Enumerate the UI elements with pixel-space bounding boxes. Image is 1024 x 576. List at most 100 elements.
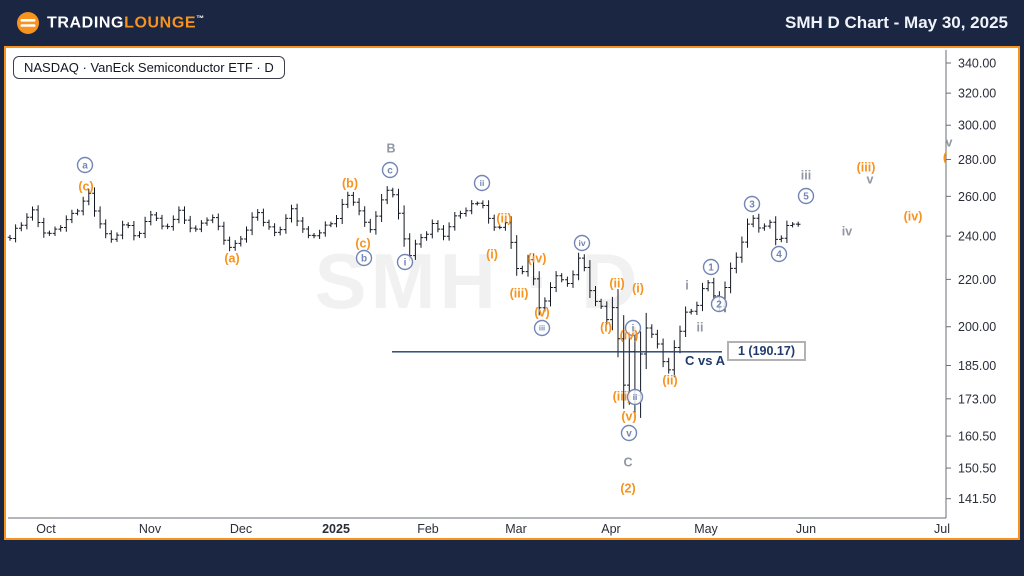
wave-label-orange: (i): [600, 320, 612, 334]
wave-label-circled-4: 4: [770, 245, 788, 263]
wave-label-circled-5: 5: [797, 187, 815, 205]
price-chart-surface[interactable]: SMH · D 340.00320.00300.00280.00260.0024…: [6, 48, 1018, 538]
y-tick-label: 300.00: [958, 119, 996, 133]
svg-text:a: a: [82, 161, 88, 172]
svg-text:v: v: [626, 429, 632, 440]
wave-label-orange: (i): [632, 281, 644, 295]
chart-panel: NASDAQ · VanEck Semiconductor ETF · D SM…: [4, 46, 1020, 540]
y-tick-label: 320.00: [958, 87, 996, 101]
y-tick-label: 150.50: [958, 462, 996, 476]
wave-label-circled-ii: ii: [626, 388, 644, 406]
symbol-box[interactable]: NASDAQ · VanEck Semiconductor ETF · D: [13, 56, 285, 79]
wave-label-circled-3: 3: [743, 195, 761, 213]
wave-label-orange: (v): [534, 305, 549, 319]
wave-label-orange: (i): [486, 247, 498, 261]
x-tick-label: May: [694, 522, 718, 536]
c-vs-a-label: C vs A: [685, 353, 726, 368]
svg-text:c: c: [387, 166, 393, 177]
wave-label-gray: v: [867, 172, 874, 186]
wave-label-gray: ii: [697, 320, 704, 334]
wave-label-orange: (ii): [609, 276, 624, 290]
wave-label-gray: v: [946, 135, 953, 149]
ohlc-bars: [7, 186, 801, 420]
wave-label-gray: i: [685, 278, 688, 292]
wave-annotations: a(c)(a)(b)(c)bBciii(ii)(i)(iii)(iv)(v)ii…: [76, 135, 953, 495]
wave-label-circled-b: b: [355, 249, 373, 267]
wave-label-orange: (iii): [510, 286, 529, 300]
brand-name: TRADINGLOUNGE™: [47, 14, 205, 32]
svg-text:b: b: [361, 254, 367, 265]
y-axis[interactable]: 340.00 320.00 300.00 280.00 260.00 240.00 220.…: [946, 57, 996, 507]
wave-label-gray: iii: [801, 168, 811, 182]
y-tick-label: 280.00: [958, 153, 996, 167]
svg-text:1: 1: [708, 263, 714, 274]
svg-text:i: i: [632, 324, 635, 335]
svg-text:iv: iv: [578, 238, 585, 248]
wave-label-orange: (iv): [904, 209, 923, 223]
wave-label-circled-iii: iii: [533, 319, 551, 337]
wave-label-gray: iv: [842, 224, 852, 238]
wave-label-orange: (ii): [662, 373, 677, 387]
header-bar: TRADINGLOUNGE™ SMH D Chart - May 30, 202…: [0, 0, 1024, 46]
svg-text:i: i: [404, 258, 407, 269]
y-tick-label: 200.00: [958, 320, 996, 334]
x-axis[interactable]: Oct Nov Dec 2025 Feb Mar Apr May Jun Jul: [36, 522, 950, 536]
price-level-text: 1 (190.17): [738, 344, 795, 358]
y-tick-label: 240.00: [958, 230, 996, 244]
wave-label-circled-i: i: [624, 319, 642, 337]
wave-label-circled-i: i: [396, 253, 414, 271]
y-tick-label: 220.00: [958, 273, 996, 287]
wave-label-orange: (: [943, 150, 948, 164]
wave-label-orange: (iii): [613, 389, 632, 403]
y-tick-label: 160.50: [958, 430, 996, 444]
y-tick-label: 340.00: [958, 57, 996, 71]
svg-text:5: 5: [803, 192, 809, 203]
wave-label-orange: (iii): [857, 160, 876, 174]
wave-label-orange: (v): [621, 409, 636, 423]
x-tick-label: Jun: [796, 522, 816, 536]
wave-label-orange: (ii): [496, 211, 511, 225]
svg-text:ii: ii: [480, 178, 485, 188]
footer-strip: [0, 540, 1024, 576]
x-tick-label: Mar: [505, 522, 527, 536]
wave-label-gray: B: [386, 141, 395, 155]
wave-label-orange: (c): [78, 179, 93, 193]
wave-label-circled-a: a: [76, 156, 94, 174]
svg-text:iii: iii: [539, 324, 545, 333]
wave-label-circled-1: 1: [702, 258, 720, 276]
wave-label-orange: (c): [355, 236, 370, 250]
wave-label-gray: C: [623, 455, 632, 469]
svg-text:2: 2: [716, 300, 722, 311]
wave-label-orange: (b): [342, 176, 358, 190]
svg-text:4: 4: [776, 250, 782, 261]
wave-label-circled-ii: ii: [473, 174, 491, 192]
wave-label-orange: (iv): [528, 251, 547, 265]
page-title: SMH D Chart - May 30, 2025: [785, 13, 1008, 32]
wave-label-circled-2: 2: [710, 295, 728, 313]
brand-name-trading: TRADING: [47, 14, 125, 32]
x-tick-label: Jul: [934, 522, 950, 536]
brand-name-lounge: LOUNGE: [124, 14, 197, 32]
wave-label-orange: (a): [224, 251, 239, 265]
y-tick-label: 173.00: [958, 392, 996, 406]
x-tick-label: Apr: [601, 522, 620, 536]
price-level-box[interactable]: 1 (190.17): [727, 341, 806, 361]
wave-label-orange: (2): [620, 481, 635, 495]
svg-text:ii: ii: [633, 392, 638, 402]
y-tick-label: 185.00: [958, 359, 996, 373]
y-tick-label: 260.00: [958, 190, 996, 204]
wave-label-circled-c: c: [381, 161, 399, 179]
wave-label-circled-iv: iv: [573, 234, 591, 252]
trademark-symbol: ™: [196, 13, 205, 23]
symbol-label: NASDAQ · VanEck Semiconductor ETF · D: [24, 60, 274, 75]
wave-label-orange: (iv): [620, 328, 639, 342]
x-tick-label: Feb: [417, 522, 439, 536]
ohlc-bars-path: [7, 186, 801, 420]
svg-text:3: 3: [749, 200, 755, 211]
tradinglounge-icon: [17, 12, 39, 34]
x-tick-label: Dec: [230, 522, 252, 536]
x-tick-label: Nov: [139, 522, 162, 536]
brand-logo: TRADINGLOUNGE™: [16, 11, 205, 35]
y-tick-label: 141.50: [958, 492, 996, 506]
